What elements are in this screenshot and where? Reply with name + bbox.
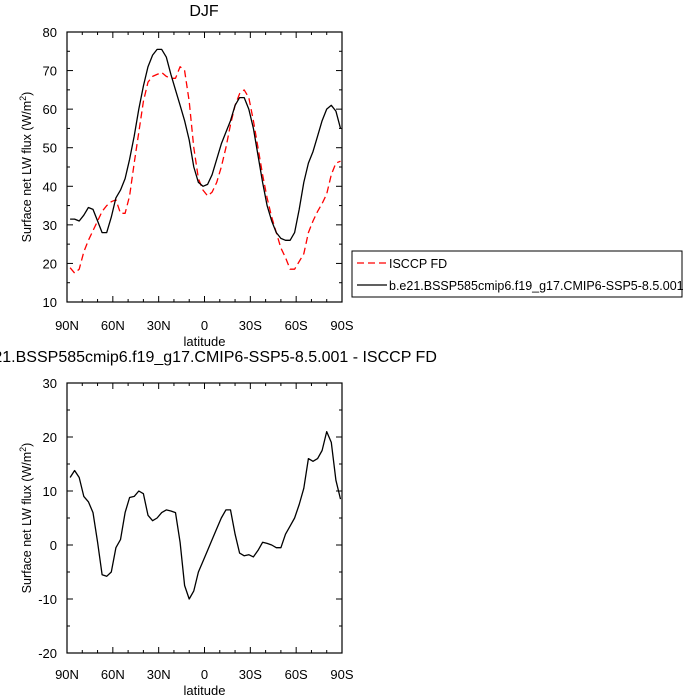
y-tick-label: 20 <box>43 430 57 445</box>
series-line-1 <box>70 48 342 241</box>
x-tick-label: 30S <box>239 318 262 333</box>
y-tick-label: 70 <box>43 64 57 79</box>
y-tick-label: 40 <box>43 179 57 194</box>
legend-label-0: ISCCP FD <box>389 257 447 271</box>
y-tick-label: 30 <box>43 218 57 233</box>
series-line-0 <box>69 430 342 600</box>
plot-frame <box>66 31 343 303</box>
y-axis-label: Surface net LW flux (W/m2) <box>18 443 34 594</box>
x-tick-label: 0 <box>201 667 208 682</box>
y-tick-label: 20 <box>43 256 57 271</box>
y-tick-label: 0 <box>50 538 57 553</box>
x-tick-label: 60S <box>285 667 308 682</box>
legend-label-1: b.e21.BSSP585cmip6.f19_g17.CMIP6-SSP5-8.… <box>389 279 684 293</box>
y-tick-label: -10 <box>38 592 57 607</box>
panel-top: DJF 90N 60N 30N 0 30S 60S 90S 10 20 30 40 50 60 70 80 la… <box>18 3 684 349</box>
y-tick-label: 10 <box>43 484 57 499</box>
x-tick-label: 30N <box>147 318 171 333</box>
chart-title: DJF <box>189 3 219 20</box>
x-tick-label: 90N <box>55 318 79 333</box>
y-tick-label: 30 <box>43 376 57 391</box>
x-tick-label: 90N <box>55 667 79 682</box>
x-tick-label: 60N <box>101 667 125 682</box>
legend-box <box>351 250 683 298</box>
y-tick-label: 80 <box>43 25 57 40</box>
x-tick-label: 60S <box>285 318 308 333</box>
y-tick-label: -20 <box>38 646 57 661</box>
y-tick-label: 10 <box>43 295 57 310</box>
x-tick-label: 90S <box>330 667 353 682</box>
y-tick-label: 50 <box>43 141 57 156</box>
y-tick-label: 60 <box>43 102 57 117</box>
plot-frame <box>66 382 343 654</box>
x-tick-label: 0 <box>201 318 208 333</box>
x-tick-label: 30S <box>239 667 262 682</box>
x-axis-label: latitude <box>184 683 226 698</box>
y-axis-label: Surface net LW flux (W/m2) <box>18 92 34 243</box>
series-line-0 <box>69 66 341 274</box>
x-tick-label: 90S <box>330 318 353 333</box>
x-axis-label: latitude <box>184 334 226 349</box>
chart-title: b.e21.BSSP585cmip6.f19_g17.CMIP6-SSP5-8.… <box>0 349 437 366</box>
x-tick-label: 30N <box>147 667 171 682</box>
panel-bottom: b.e21.BSSP585cmip6.f19_g17.CMIP6-SSP5-8.… <box>0 349 437 698</box>
x-tick-label: 60N <box>101 318 125 333</box>
